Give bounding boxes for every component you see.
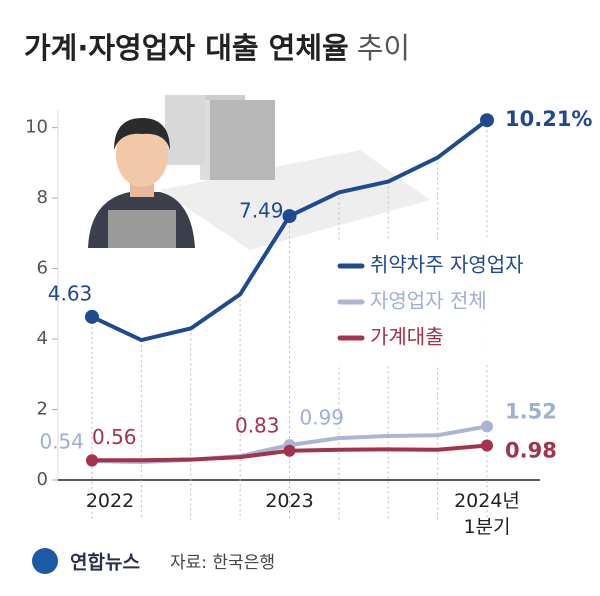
x-tick-label: 2022	[85, 490, 135, 512]
legend-label: 자영업자 전체	[370, 289, 487, 313]
chart-title: 가계·자영업자 대출 연체율 추이	[24, 31, 410, 65]
point	[481, 439, 493, 452]
legend-label: 가계대출	[370, 325, 444, 349]
value-label: 0.56	[92, 425, 137, 449]
y-tick-label: 10	[25, 117, 48, 138]
title-main: 가계·자영업자 대출 연체율	[24, 31, 349, 65]
value-label: 4.63	[48, 281, 93, 305]
value-label: 0.99	[300, 406, 345, 430]
value-label: 0.54	[39, 429, 84, 453]
x-tick-label: 2024년 1분기	[454, 490, 520, 538]
title-suffix: 추이	[357, 31, 410, 65]
person-illustration	[88, 118, 195, 248]
point	[85, 309, 99, 324]
value-label: 0.83	[235, 413, 280, 437]
y-tick-label: 0	[37, 469, 48, 490]
legend-label: 취약차주 자영업자	[370, 253, 524, 277]
y-tick-label: 6	[37, 258, 48, 279]
brand-logo	[32, 548, 58, 574]
money-illustration	[160, 95, 430, 250]
point	[283, 444, 296, 457]
x-tick-label: 2023	[265, 490, 314, 512]
point	[481, 420, 493, 433]
value-label: 7.49	[239, 199, 284, 223]
brand: 연합뉴스	[70, 552, 140, 574]
source: 자료: 한국은행	[170, 553, 275, 573]
value-label: 1.52	[505, 399, 557, 423]
point	[282, 209, 297, 224]
legend-box	[330, 240, 574, 365]
value-label: 0.98	[505, 438, 557, 462]
value-label: 10.21%	[505, 107, 592, 131]
y-tick-label: 8	[37, 187, 48, 208]
point	[86, 454, 98, 467]
y-tick-label: 4	[37, 328, 48, 349]
point	[480, 113, 494, 128]
y-tick-label: 2	[37, 399, 48, 420]
